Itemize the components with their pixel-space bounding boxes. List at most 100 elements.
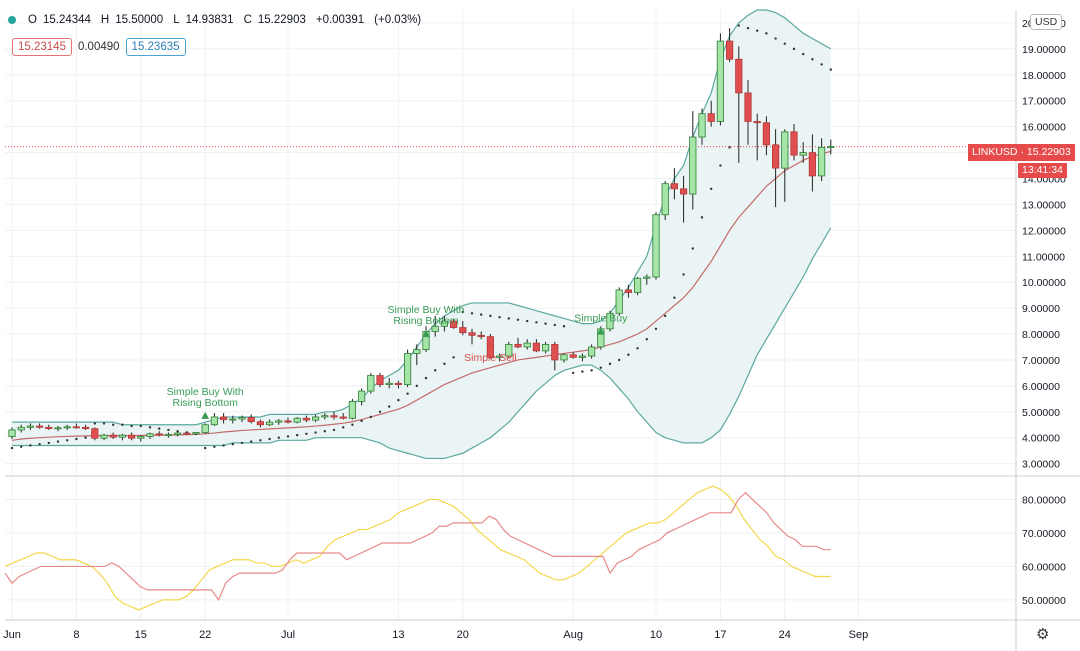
candle-body [82, 426, 90, 430]
indicator-lower-value[interactable]: 15.23635 [125, 38, 186, 56]
candle [330, 411, 338, 420]
candle-body [615, 289, 623, 314]
sar-dot [240, 441, 244, 445]
price-tag-price: 15.22903 [1026, 146, 1071, 158]
sar-dot [618, 358, 621, 362]
candle [762, 116, 771, 156]
candle [127, 432, 136, 441]
sar-dot [802, 52, 805, 56]
open-label: O [28, 14, 37, 26]
sar-dot [811, 58, 814, 61]
sar-dot [783, 42, 786, 45]
candle-body [63, 426, 71, 429]
candle [827, 139, 835, 155]
time-axis-label: 8 [73, 629, 79, 641]
candle [118, 433, 126, 441]
indicator-values-row: 15.23145 0.00490 15.23635 [12, 38, 186, 56]
candle [799, 142, 807, 163]
candle-body [726, 40, 734, 60]
candle-body [36, 425, 44, 428]
candle [192, 432, 200, 436]
candle-body [8, 429, 16, 437]
candle [505, 341, 513, 359]
price-axis-label: 13.00000 [1022, 199, 1066, 211]
candle-body [680, 188, 688, 195]
candle [339, 413, 347, 420]
candle [109, 432, 117, 440]
time-axis-label: 20 [457, 629, 469, 641]
candle-body [265, 421, 274, 426]
candle-body [523, 342, 531, 348]
candle-body [661, 183, 669, 216]
candle-body [367, 375, 375, 392]
candle-body [560, 354, 568, 361]
sell-signal-label: Simple Sell [464, 352, 517, 364]
candle-body [762, 122, 771, 146]
currency-button[interactable]: USD [1030, 14, 1063, 30]
sar-dot [47, 441, 50, 445]
sar-dot [10, 446, 14, 450]
candle-body [357, 390, 366, 402]
candle [532, 339, 541, 353]
open-value: 15.24344 [42, 14, 91, 26]
candle [219, 413, 228, 424]
sar-dot [700, 216, 704, 219]
price-axis-label: 4.00000 [1022, 433, 1060, 445]
ohlc-legend: O 15.24344 H 15.50000 L 14.93831 C 15.22903 … [8, 14, 425, 26]
candle-body [468, 332, 476, 336]
candle [551, 341, 559, 371]
candle [707, 100, 715, 127]
candle [449, 318, 458, 329]
candle [256, 419, 265, 428]
sar-dot [682, 273, 685, 276]
candle-body [588, 346, 596, 357]
sar-dot [20, 445, 23, 448]
sar-dot [535, 321, 538, 324]
candle-body [256, 421, 265, 426]
candle [238, 415, 246, 423]
sar-dot [434, 369, 437, 372]
sar-dot [305, 432, 308, 436]
sar-dot [29, 444, 32, 447]
sar-dot [489, 314, 492, 318]
candle [155, 431, 163, 437]
buy-signal-label: Simple Buy [574, 313, 628, 325]
sar-dot [250, 440, 253, 443]
sar-dot [332, 428, 336, 432]
candle-body [477, 334, 485, 338]
candle-body [155, 433, 163, 436]
candle [634, 276, 642, 296]
price-axis-label: 16.00000 [1022, 122, 1066, 134]
candle-body [164, 434, 172, 436]
candle-body [735, 58, 743, 94]
candle [275, 419, 283, 425]
candle [643, 274, 651, 285]
candle [164, 432, 172, 438]
sar-dot [673, 296, 676, 299]
candle [477, 331, 485, 340]
candle [45, 424, 53, 430]
oscillator-axis-label: 70.00000 [1022, 528, 1066, 540]
price-axis-label: 10.00000 [1022, 277, 1066, 289]
gear-icon[interactable]: ⚙ [1036, 626, 1050, 643]
candle-body [772, 144, 780, 169]
sar-dot [452, 356, 455, 359]
candle [440, 315, 449, 332]
candle-body [449, 320, 458, 328]
time-axis-label: 22 [199, 629, 211, 641]
candle [606, 310, 614, 332]
candle [8, 427, 16, 440]
sar-dot [581, 370, 584, 373]
candle [54, 426, 62, 432]
candle-body [284, 420, 292, 423]
sar-dot [102, 422, 106, 425]
candle [348, 398, 357, 420]
candle [624, 284, 633, 298]
sar-dot [627, 353, 630, 356]
candle-body [26, 425, 35, 428]
sar-dot [277, 436, 280, 439]
candle-body [173, 432, 182, 435]
indicator-upper-value[interactable]: 15.23145 [12, 38, 72, 56]
candle [514, 337, 522, 349]
